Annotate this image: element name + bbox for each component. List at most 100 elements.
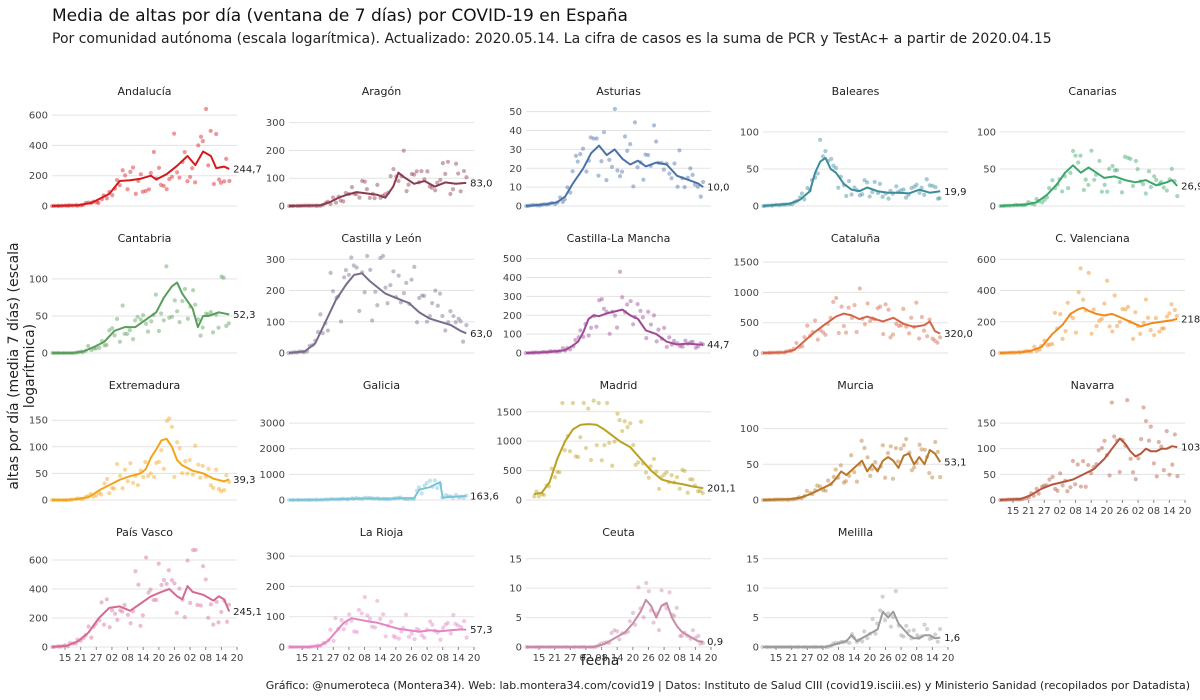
x-tick-label: 14 <box>926 653 939 664</box>
data-point <box>200 139 205 144</box>
data-point <box>187 457 192 463</box>
data-point <box>145 473 151 479</box>
data-point <box>1050 178 1055 183</box>
data-point <box>203 106 209 112</box>
panel-title: Ceuta <box>602 526 634 539</box>
data-point <box>1102 182 1107 187</box>
panel-extremadura: Extremadura 0 50 100 150 39,3 <box>29 379 256 507</box>
data-point <box>164 581 169 586</box>
data-point <box>859 438 864 443</box>
y-tick-label: 0 <box>516 643 522 654</box>
data-point <box>664 470 669 475</box>
data-point <box>391 269 396 274</box>
x-tick-label: 26 <box>642 653 655 664</box>
x-tick-label: 15 <box>296 653 309 664</box>
data-point <box>193 302 198 307</box>
y-tick-label: 100 <box>977 444 996 455</box>
data-point <box>937 335 943 340</box>
y-tick-label: 5 <box>516 613 522 624</box>
data-point <box>393 635 398 640</box>
data-point <box>925 334 930 339</box>
data-point <box>222 487 227 493</box>
data-point <box>664 344 669 350</box>
data-point <box>219 609 224 615</box>
trend-line <box>288 171 467 207</box>
data-point <box>367 195 372 200</box>
data-point <box>458 319 463 324</box>
data-point <box>419 293 425 298</box>
data-point <box>417 295 422 301</box>
data-point <box>167 177 172 182</box>
data-point <box>177 175 182 180</box>
y-tick-label: 0 <box>753 496 759 507</box>
data-point <box>573 337 578 343</box>
data-point <box>362 595 367 600</box>
data-point <box>880 594 885 599</box>
data-point <box>1154 474 1159 479</box>
data-point <box>422 635 427 640</box>
data-point <box>1148 184 1154 190</box>
data-point <box>1117 319 1122 325</box>
y-tick-label: 5 <box>753 613 759 624</box>
y-tick-label: 0 <box>990 496 996 507</box>
data-point <box>654 339 659 344</box>
data-point <box>328 270 333 275</box>
data-point <box>846 178 852 184</box>
end-value-label: 39,3 <box>233 475 255 486</box>
data-point <box>536 494 542 499</box>
data-point <box>94 493 99 498</box>
x-tick-label: 26 <box>405 653 418 664</box>
data-point <box>690 172 695 177</box>
data-point <box>156 459 162 464</box>
data-point <box>401 291 407 296</box>
data-point <box>903 195 909 200</box>
data-point <box>1125 155 1130 160</box>
data-point <box>125 187 130 192</box>
data-point <box>1034 196 1039 202</box>
data-point <box>138 172 143 177</box>
data-point <box>120 609 125 614</box>
data-point <box>167 416 172 421</box>
data-point <box>865 636 870 641</box>
data-point <box>1050 474 1055 479</box>
data-point <box>682 468 687 474</box>
panel-title: Galicia <box>363 379 400 392</box>
data-point <box>388 283 393 288</box>
data-point <box>1050 342 1055 347</box>
data-point <box>862 445 867 451</box>
y-tick-label: 200 <box>266 286 285 297</box>
data-point <box>406 182 411 187</box>
data-point <box>799 191 805 196</box>
data-point <box>815 337 820 342</box>
data-point <box>617 637 622 642</box>
x-tick-label: 02 <box>895 653 908 664</box>
data-point <box>849 192 854 197</box>
data-point <box>338 319 344 324</box>
data-point <box>829 156 834 162</box>
x-tick-label: 26 <box>1116 506 1129 517</box>
data-point <box>1145 315 1151 320</box>
data-point <box>927 636 932 641</box>
data-point <box>1086 270 1091 275</box>
data-point <box>700 490 705 496</box>
data-point <box>125 612 131 617</box>
data-point <box>125 331 130 337</box>
data-point <box>888 335 893 340</box>
y-tick-label: 50 <box>983 470 996 481</box>
x-tick-label: 02 <box>421 653 434 664</box>
data-point <box>130 165 136 170</box>
y-tick-label: 500 <box>740 318 759 329</box>
data-point <box>120 303 125 308</box>
trend-line <box>289 617 467 648</box>
y-tick-label: 200 <box>503 311 522 322</box>
x-tick-label: 20 <box>863 653 876 664</box>
end-value-label: 245,1 <box>233 607 262 618</box>
panel-title: Melilla <box>838 526 873 539</box>
data-point <box>180 298 185 304</box>
data-point <box>560 400 565 406</box>
end-value-label: 57,3 <box>470 625 492 636</box>
y-tick-label: 15 <box>509 554 522 565</box>
data-point <box>581 400 586 406</box>
data-point <box>935 639 940 644</box>
data-point <box>841 480 847 485</box>
